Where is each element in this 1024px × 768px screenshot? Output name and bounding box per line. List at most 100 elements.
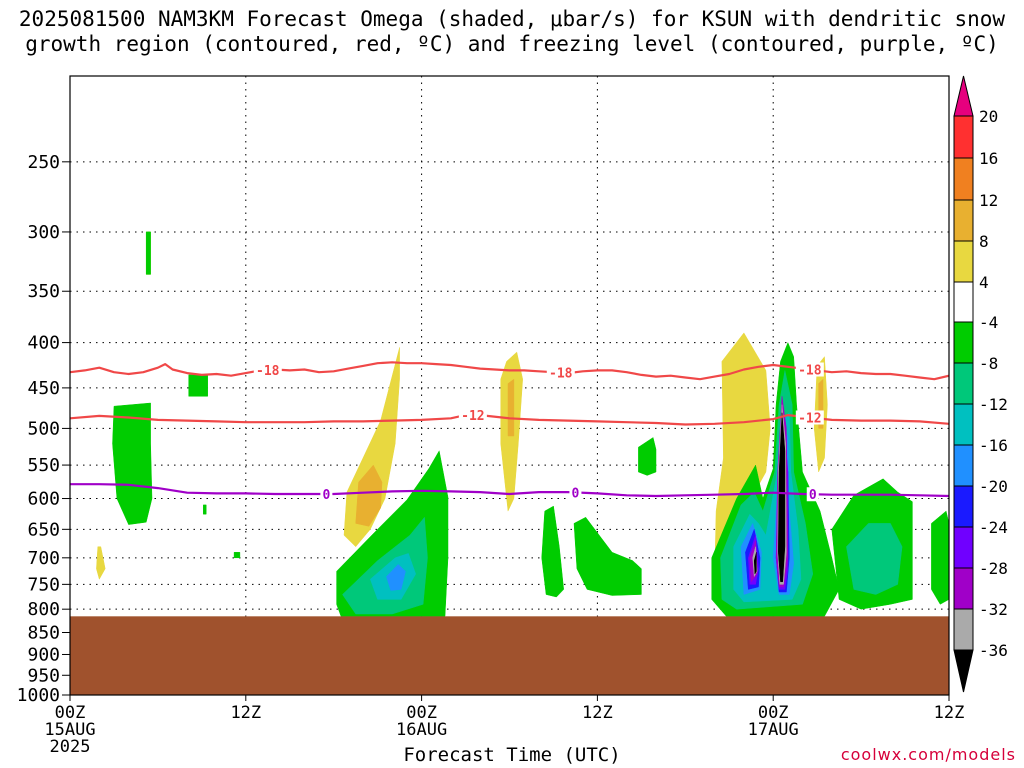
omega-region-4 (203, 504, 207, 515)
pressure-axis: 2503003504004505005506006507007508008509… (17, 152, 70, 706)
omega-region-15 (541, 505, 564, 598)
contour-label-bg-2-2 (806, 487, 819, 502)
colorbar-band-0 (953, 115, 974, 159)
colorbar-band-7 (953, 403, 974, 446)
x-tick-label-3: 12Z (582, 703, 613, 723)
omega-region-17 (638, 437, 657, 476)
x-tick-date-0: 15AUG (44, 720, 95, 740)
omega-region-12 (386, 564, 406, 591)
contour-label-2-2: 0 (809, 488, 817, 503)
ground-below-surface (70, 616, 949, 695)
colorbar-band-8 (953, 444, 974, 487)
colorbar-label-5: -4 (979, 313, 998, 332)
colorbar-top-arrow (953, 75, 974, 117)
colorbar-band-9 (953, 485, 974, 528)
x-tick-date-4: 17AUG (748, 720, 799, 740)
colorbar-label-7: -12 (979, 395, 1008, 414)
contour-label-2-0: 0 (322, 488, 330, 503)
omega-region-6 (96, 546, 106, 580)
colorbar-band-4 (953, 281, 974, 323)
y-tick-label-300: 300 (27, 222, 60, 243)
x-tick-label-1: 12Z (230, 703, 261, 723)
contour-label-bg-1-0 (458, 408, 487, 423)
colorbar-band-10 (953, 526, 974, 569)
contour-label-bg-0-2 (795, 362, 824, 377)
y-tick-label-1000: 1000 (17, 685, 60, 706)
omega-region-37 (846, 523, 903, 595)
colorbar-label-12: -32 (979, 600, 1008, 619)
colorbar-band-5 (953, 321, 974, 364)
colorbar-label-1: 16 (979, 149, 998, 168)
omega-region-8 (355, 464, 383, 527)
colorbar-band-1 (953, 157, 974, 201)
colorbar-label-2: 12 (979, 191, 998, 210)
contour-label-0-1: -18 (549, 367, 573, 382)
contour-label-bg-1-1 (795, 410, 824, 425)
colorbar-label-4: 4 (979, 273, 989, 292)
y-tick-label-500: 500 (27, 418, 60, 439)
x-tick-label-4: 00Z (758, 703, 789, 723)
omega-region-33 (778, 412, 786, 583)
y-tick-label-650: 650 (27, 519, 60, 540)
colorbar-label-0: 20 (979, 107, 998, 126)
credit-text: coolwx.com/models (840, 745, 1016, 764)
colorbar-label-3: 8 (979, 232, 989, 251)
x-tick-label-0: 00Z (55, 703, 86, 723)
contour-label-0-0: -18 (256, 364, 280, 379)
omega-shading (96, 231, 949, 617)
colorbar-label-8: -16 (979, 436, 1008, 455)
contour-label-0-2: -18 (798, 364, 822, 379)
colorbar-band-6 (953, 362, 974, 405)
omega-region-1 (145, 231, 151, 275)
contour-label-bg-2-0 (320, 487, 333, 502)
contour-label-bg-0-0 (253, 362, 282, 377)
plot-frame (69, 75, 950, 696)
colorbar: 20 16 12 8 4 -4 -8 -12 -16 -20 -24 -28 -32 -36 (953, 75, 1008, 693)
omega-region-38 (931, 510, 949, 605)
x-axis-label: Forecast Time (UTC) (403, 744, 621, 766)
y-tick-label-800: 800 (27, 599, 60, 620)
omega-region-16 (573, 517, 642, 596)
y-tick-label-900: 900 (27, 644, 60, 665)
colorbar-label-13: -36 (979, 641, 1008, 660)
omega-region-14 (507, 378, 515, 437)
y-tick-label-250: 250 (27, 152, 60, 173)
y-tick-label-450: 450 (27, 378, 60, 399)
chart-title-line-2: growth region (contoured, red, ºC) and f… (25, 32, 999, 56)
colorbar-label-11: -28 (979, 559, 1008, 578)
contour-label-bg-0-1 (546, 365, 575, 380)
y-tick-label-850: 850 (27, 622, 60, 643)
contour-label-1-1: -12 (798, 411, 821, 426)
omega-region-3 (188, 374, 208, 397)
contour-label-bg-2-1 (569, 485, 582, 500)
colorbar-label-6: -8 (979, 354, 998, 373)
y-tick-label-750: 750 (27, 574, 60, 595)
colorbar-label-10: -24 (979, 518, 1008, 537)
colorbar-label-9: -20 (979, 477, 1008, 496)
contour-label-1-0: -12 (461, 409, 484, 424)
y-tick-label-350: 350 (27, 281, 60, 302)
y-tick-label-950: 950 (27, 665, 60, 686)
omega-region-5 (233, 552, 241, 559)
contour-label-2-1: 0 (572, 486, 580, 501)
colorbar-band-11 (953, 567, 974, 610)
x-tick-label-5: 12Z (934, 703, 965, 723)
colorbar-band-12 (953, 608, 974, 651)
contour-line-2 (70, 483, 949, 498)
y-tick-label-550: 550 (27, 455, 60, 476)
colorbar-band-2 (953, 199, 974, 242)
omega-region-2 (112, 402, 153, 525)
y-tick-label-600: 600 (27, 489, 60, 510)
colorbar-band-3 (953, 240, 974, 283)
x-tick-year-0: 2025 (50, 737, 91, 757)
temperature-contours: -18 -18 -18 -12 -12 0 0 0 (70, 361, 949, 503)
omega-region-32 (753, 552, 757, 575)
x-tick-date-2: 16AUG (396, 720, 447, 740)
y-tick-label-400: 400 (27, 333, 60, 354)
colorbar-bottom-arrow (953, 649, 974, 693)
y-tick-label-700: 700 (27, 548, 60, 569)
chart-title-line-1: 2025081500 NAM3KM Forecast Omega (shaded… (18, 7, 1006, 31)
x-tick-label-2: 00Z (406, 703, 437, 723)
